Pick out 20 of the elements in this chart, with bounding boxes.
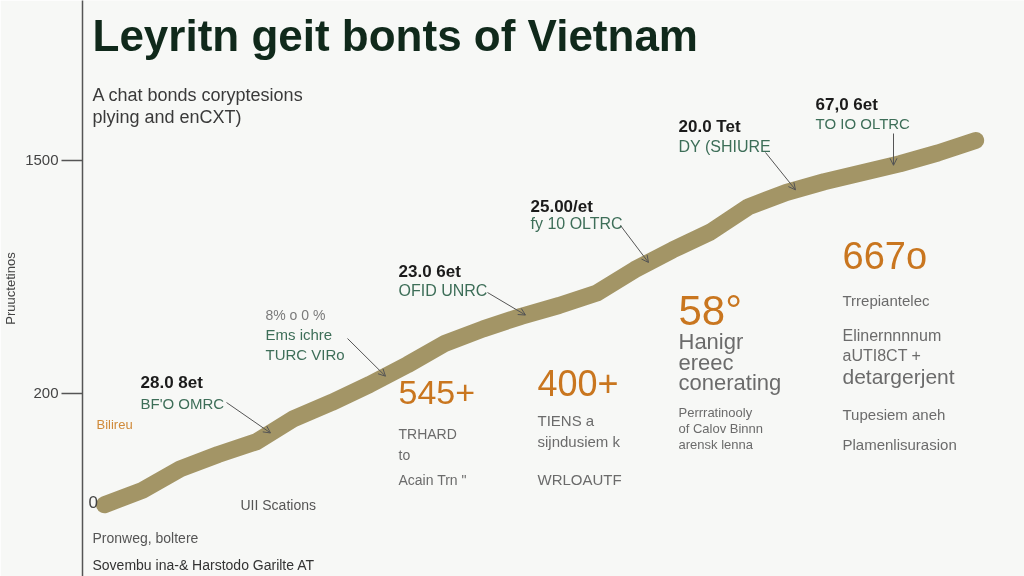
annotation: Pronweg, boltere	[92, 529, 199, 546]
annotation: Bilireu	[96, 416, 133, 432]
annotation: Sovembu ina-& Harstodo Garilte AT	[92, 556, 315, 573]
annotation: 8% o 0 % Ems ichre TURC VIRo	[265, 306, 345, 363]
y-tick-label: 1500	[25, 151, 59, 169]
y-tick-label: 200	[33, 384, 59, 402]
chart-title: Leyritn geit bonts of Vietnam	[92, 10, 698, 60]
annotation: 25.00/et fy 10 OLTRC	[530, 196, 623, 232]
annotation: 23.0 6et OFID UNRC	[398, 261, 488, 299]
annotation: 545+ TRHARD to Acain Trn "	[398, 372, 476, 488]
annotation: 58° Hanigr ereec conerating Perrratinooly of Calov Binnn arensk lenna	[678, 286, 782, 452]
text: A chat bonds coryptesions plying and enCXT)	[92, 84, 303, 127]
y-axis-title: Pruuctetinos	[3, 251, 19, 325]
annotation: 0	[88, 492, 98, 512]
annotation: 67,0 6et TO IO OLTRC	[815, 94, 911, 132]
annotation: 20.0 Tet DY (SHIURE	[678, 116, 771, 155]
annotation: 28.0 8et BF'O OMRC	[140, 372, 225, 412]
text: 667o Trrepiantelec Elinernnnnum aUTI8CT + detargerjent Tupesiem aneh Plamenlisurasion	[842, 234, 957, 453]
annotation: UII Scations	[240, 496, 316, 513]
text: 400+ TIENS a sijndusiem k WRLOAUTF	[537, 362, 622, 488]
